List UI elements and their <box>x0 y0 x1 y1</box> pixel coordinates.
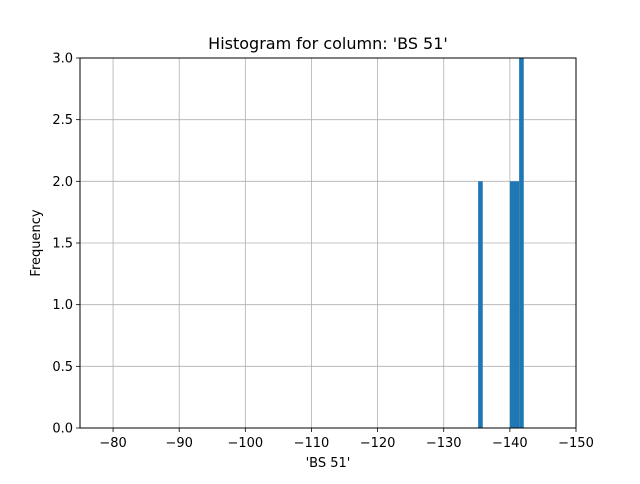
x-tick-label: −90 <box>165 436 192 451</box>
y-axis-label: Frequency <box>29 209 44 276</box>
axis-ticks: −80 −90 −100 −110 −120 −130 −140 −150 0.0 0.5 1.0 1… <box>52 52 594 452</box>
x-axis-label: 'BS 51' <box>306 456 351 471</box>
x-tick-label: −130 <box>426 436 462 451</box>
x-tick-label: −120 <box>360 436 396 451</box>
y-tick-label: 2.5 <box>52 113 73 128</box>
x-tick-label: −100 <box>227 436 263 451</box>
y-tick-label: 1.5 <box>52 237 73 252</box>
histogram-bar <box>509 181 515 428</box>
grid-lines <box>80 57 577 429</box>
x-tick-label: −110 <box>294 436 330 451</box>
y-tick-label: 0.5 <box>52 360 73 375</box>
chart-title: Histogram for column: 'BS 51' <box>208 34 448 53</box>
x-tick-label: −150 <box>558 436 594 451</box>
y-tick-label: 1.0 <box>52 298 73 313</box>
histogram-bar <box>478 181 483 428</box>
histogram-bar <box>514 181 520 428</box>
y-tick-label: 0.0 <box>52 422 73 437</box>
histogram-bars <box>478 58 524 428</box>
y-tick-label: 3.0 <box>52 52 73 67</box>
histogram-bar <box>519 58 524 428</box>
x-tick-label: −140 <box>492 436 528 451</box>
y-tick-label: 2.0 <box>52 175 73 190</box>
x-tick-label: −80 <box>99 436 126 451</box>
